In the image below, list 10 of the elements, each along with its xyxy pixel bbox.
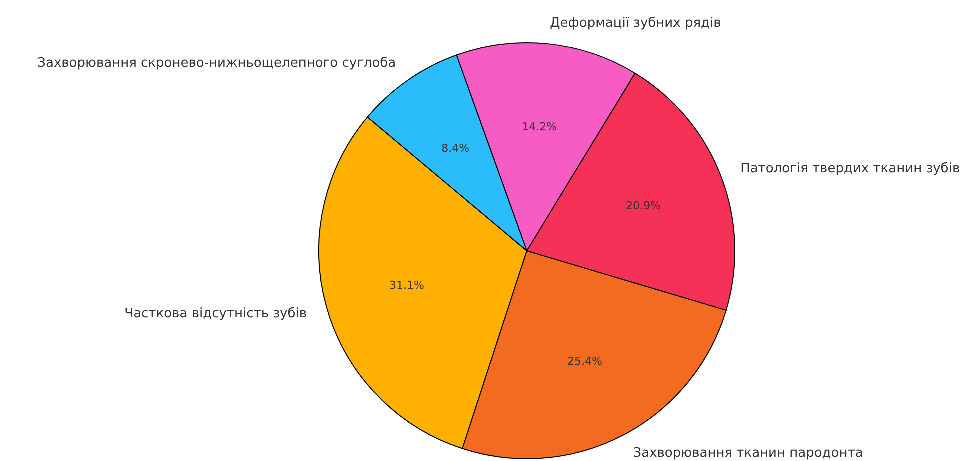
data-label: 8.4% <box>442 142 470 156</box>
slice-label: Деформації зубних рядів <box>550 16 722 31</box>
data-label: 14.2% <box>522 120 558 134</box>
data-label: 20.9% <box>626 200 661 213</box>
data-label: 31.1% <box>390 278 424 292</box>
slice-label: Часткова відсутність зубів <box>124 306 308 322</box>
slice-label: Захворювання скронево-нижньощелепного суглоба <box>38 56 396 71</box>
slice-label: Патологія твердих тканин зубів <box>740 161 960 176</box>
data-label: 25.4% <box>567 355 602 368</box>
slice-label: Захворювання тканин пародонта <box>633 446 864 461</box>
